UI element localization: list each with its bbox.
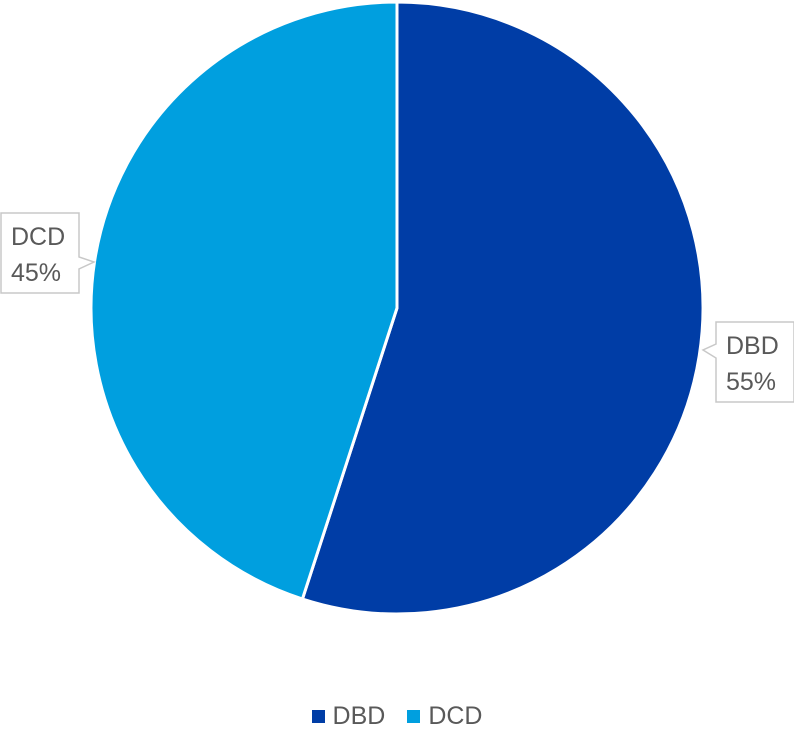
data-label-dbd: DBD 55% xyxy=(701,321,794,403)
legend-label-dbd: DBD xyxy=(332,702,386,730)
data-label-value-dbd: 55% xyxy=(726,368,776,396)
data-label-dcd: DCD 45% xyxy=(0,212,97,294)
data-label-category-dcd: DCD xyxy=(11,223,65,251)
data-label-box-dcd xyxy=(0,212,97,294)
pie-slice-dbd xyxy=(300,0,705,616)
legend-item-dbd: DBD xyxy=(311,702,386,731)
legend: DBD DCD xyxy=(0,702,794,731)
data-label-value-dcd: 45% xyxy=(11,259,61,287)
legend-item-dcd: DCD xyxy=(407,702,482,731)
pie-slices xyxy=(89,0,705,616)
data-label-box-dbd xyxy=(701,321,794,403)
data-label-callouts: DBD 55% DCD 45% xyxy=(0,212,794,403)
legend-swatch-dcd xyxy=(407,710,421,723)
data-label-category-dbd: DBD xyxy=(726,332,779,360)
legend-swatch-dbd xyxy=(311,710,325,723)
pie-slice-dcd xyxy=(89,0,399,601)
legend-label-dcd: DCD xyxy=(428,702,483,730)
